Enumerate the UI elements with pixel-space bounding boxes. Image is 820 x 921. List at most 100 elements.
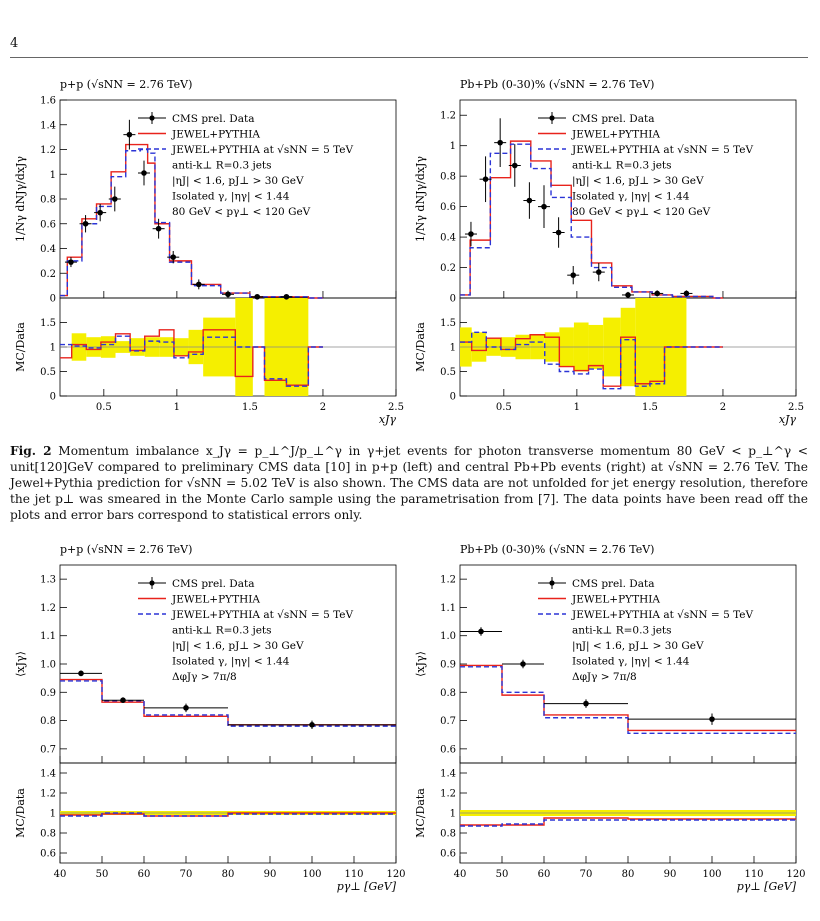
x-axis-label: pγ⊥ [GeV] [337, 880, 397, 893]
ratio-y-tick-label: 0 [450, 392, 456, 403]
y-tick-label: 1.0 [40, 660, 56, 671]
ratio-y-tick-label: 0.5 [440, 367, 456, 378]
y-tick-label: 0.8 [40, 716, 56, 727]
x-tick-label: 1.5 [242, 402, 258, 413]
legend-text-cut-photon: Isolated γ, |ηγ| < 1.44 [172, 191, 290, 204]
data-point [570, 272, 577, 278]
data-point [468, 231, 474, 237]
y-axis-label: 1/Nγ dNJγ/dxJγ [414, 156, 427, 242]
ratio-y-tick-label: 0.8 [40, 829, 56, 840]
legend-jewel-label: JEWEL+PYTHIA [171, 129, 260, 141]
legend-text-jets: anti-k⊥ R=0.3 jets [572, 160, 672, 172]
ratio-jewel5-line [60, 335, 323, 387]
y-tick-label: 0.8 [40, 195, 56, 206]
chart-panel-0: p+p (√sNN = 2.76 TeV) 0 0.2 0.4 0.6 0.8 1 1.2 1.… [14, 78, 404, 426]
ratio-y-tick-label: 1 [450, 809, 456, 820]
legend-text-cut-eta: |ηJ| < 1.6, pJ⊥ > 30 GeV [172, 640, 304, 653]
data-point [482, 176, 489, 182]
legend-data-marker [549, 115, 555, 121]
chart-title: p+p (√sNN = 2.76 TeV) [60, 543, 192, 556]
figure-2-caption: Fig. 2 Momentum imbalance x_Jγ = p_⊥^J/p… [10, 443, 808, 523]
data-point [583, 700, 589, 707]
chart-title: Pb+Pb (0-30)% (√sNN = 2.76 TeV) [460, 78, 654, 91]
legend-data-marker [149, 115, 155, 121]
y-tick-label: 0.6 [40, 219, 56, 230]
ratio-y-tick-label: 1 [50, 343, 56, 354]
page-number: 4 [10, 36, 19, 51]
data-point [170, 254, 177, 260]
y-tick-label: 1.0 [440, 631, 456, 642]
y-axis-label: ⟨xJγ⟩ [414, 651, 427, 677]
data-point [68, 259, 74, 265]
legend-text-cut-eta: |ηJ| < 1.6, pJ⊥ > 30 GeV [172, 175, 304, 188]
legend-data-marker [549, 580, 555, 586]
y-tick-label: 0.7 [40, 744, 56, 755]
legend-data-marker [149, 580, 155, 586]
ratio-y-tick-label: 1.4 [40, 769, 56, 780]
x-tick-label: 120 [786, 869, 805, 880]
x-tick-label: 40 [454, 869, 467, 880]
x-tick-label: 60 [538, 869, 551, 880]
y-tick-label: 0.9 [440, 660, 456, 671]
x-tick-label: 60 [138, 869, 151, 880]
chart-title: Pb+Pb (0-30)% (√sNN = 2.76 TeV) [460, 543, 654, 556]
legend-jewel-label: JEWEL+PYTHIA [571, 594, 660, 606]
legend-text-jets: anti-k⊥ R=0.3 jets [172, 625, 272, 637]
jewel5-histogram [460, 666, 796, 734]
jewel-histogram [60, 678, 396, 726]
ratio-y-tick-label: 0.8 [440, 829, 456, 840]
figure-2-plots: p+p (√sNN = 2.76 TeV) 0 0.2 0.4 0.6 0.8 1 1.2 1.… [14, 78, 804, 426]
legend-text-jets: anti-k⊥ R=0.3 jets [572, 625, 672, 637]
data-point [595, 269, 602, 275]
chart-panel-3: Pb+Pb (0-30)% (√sNN = 2.76 TeV) 0.6 0.7 0.8… [414, 543, 806, 893]
x-axis-label: xJγ [379, 413, 397, 426]
legend-jewel-label: JEWEL+PYTHIA [171, 594, 260, 606]
x-tick-label: 120 [386, 869, 405, 880]
legend-text-jets: anti-k⊥ R=0.3 jets [172, 160, 272, 172]
data-point [497, 139, 503, 146]
data-point [254, 293, 261, 300]
x-tick-label: 80 [222, 869, 235, 880]
data-point [97, 209, 103, 216]
y-tick-label: 1.1 [440, 603, 456, 614]
data-point [141, 170, 147, 176]
figure-3-plots: p+p (√sNN = 2.76 TeV) 0.7 0.8 0.9 1.0 1.1 1.2 1… [14, 543, 806, 893]
y-tick-label: 0.8 [440, 172, 456, 183]
data-point [654, 290, 661, 297]
data-point [526, 197, 533, 204]
data-point [709, 716, 715, 722]
ratio-jewel5-line [460, 331, 723, 390]
legend-jewel5-label: JEWEL+PYTHIA at √sNN = 5 TeV [571, 609, 753, 621]
y-tick-label: 1.2 [440, 575, 456, 586]
ratio-y-tick-label: 1.2 [40, 789, 56, 800]
ratio-y-tick-label: 0.5 [40, 367, 56, 378]
legend-jewel-label: JEWEL+PYTHIA [571, 129, 660, 141]
caption-label: Fig. 2 [10, 444, 52, 458]
x-tick-label: 110 [344, 869, 363, 880]
y-tick-label: 1 [450, 141, 456, 152]
x-tick-label: 100 [302, 869, 321, 880]
ratio-y-axis-label: MC/Data [14, 788, 27, 838]
ratio-y-axis-label: MC/Data [414, 322, 427, 372]
x-tick-label: 0.5 [496, 402, 512, 413]
data-point [625, 292, 631, 298]
x-tick-label: 2.5 [388, 402, 404, 413]
x-tick-label: 1 [174, 402, 180, 413]
x-tick-label: 40 [54, 869, 67, 880]
header-rule [10, 57, 808, 58]
data-point [78, 670, 84, 677]
y-tick-label: 1.6 [40, 96, 56, 107]
ratio-y-tick-label: 1.4 [440, 769, 456, 780]
ratio-y-tick-label: 0 [50, 392, 56, 403]
y-axis-label: 1/Nγ dNJγ/dxJγ [14, 156, 27, 242]
legend-text-cut-photon: Isolated γ, |ηγ| < 1.44 [572, 656, 690, 669]
x-tick-label: 70 [180, 869, 193, 880]
data-point [541, 203, 547, 210]
x-tick-label: 1.5 [642, 402, 658, 413]
legend-text-cut-pt: 80 GeV < pγ⊥ < 120 GeV [172, 206, 311, 218]
ratio-y-tick-label: 0.6 [440, 849, 456, 860]
data-point [225, 291, 231, 298]
ratio-y-tick-label: 1.5 [440, 318, 456, 329]
ratio-y-axis-label: MC/Data [14, 322, 27, 372]
jewel5-histogram [460, 143, 723, 299]
